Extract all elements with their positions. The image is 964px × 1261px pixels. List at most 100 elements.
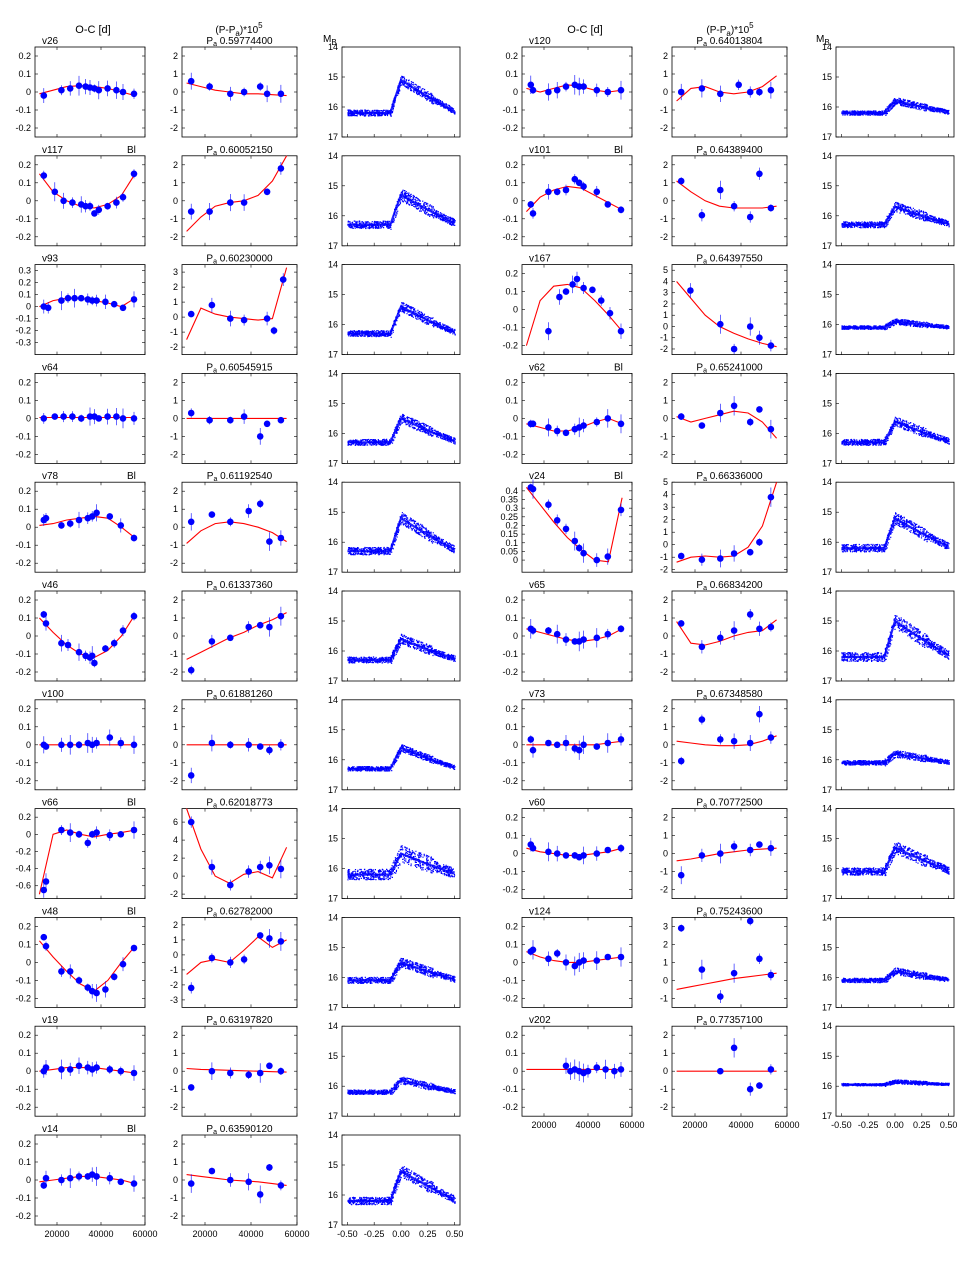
pp-point [245, 1178, 252, 1186]
pp-fit-curve [676, 281, 777, 348]
lc-xtick-label: -0.50 [831, 1120, 852, 1130]
oc-point [95, 206, 103, 214]
pp-point [245, 623, 252, 631]
pp-point [735, 81, 742, 89]
oc-ytick-label: 0.2 [505, 595, 518, 605]
oc-ytick-label: 0 [513, 957, 518, 967]
oc-point [60, 197, 67, 205]
oc-point [617, 625, 625, 633]
oc-point [42, 878, 50, 885]
lc-ytick-label: 17 [328, 785, 338, 795]
oc-point [51, 188, 59, 196]
oc-point [93, 1173, 100, 1180]
oc-ytick-label: 0.1 [505, 178, 518, 188]
pp-point [756, 710, 763, 718]
oc-ytick-label: -0.2 [15, 449, 31, 459]
pp-point [266, 623, 273, 631]
oc-point [617, 736, 625, 743]
pp-frame [671, 481, 788, 573]
lc-ytick-label: 15 [328, 834, 338, 844]
oc-point [562, 525, 570, 533]
oc-point [569, 281, 576, 288]
pp-ytick-label: 1 [173, 1048, 178, 1058]
pp-ytick-label: 6 [173, 817, 178, 827]
oc-point [562, 636, 570, 643]
pp-ytick-label: 0 [663, 631, 668, 641]
oc-ytick-label: 0.1 [18, 1048, 31, 1058]
pp-ytick-label: 2 [173, 486, 178, 496]
oc-ytick-label: -0.1 [502, 323, 518, 333]
pp-point [263, 90, 271, 98]
lc-ytick-label: 17 [822, 1002, 832, 1012]
mb-header-right: MB [816, 34, 830, 47]
pp-point [756, 625, 763, 633]
lc-ytick-label: 17 [328, 676, 338, 686]
pp-ytick-label: 0 [173, 312, 178, 322]
oc-point [575, 179, 583, 187]
pp-xtick-label: 20000 [682, 1120, 707, 1130]
pp-point [227, 1069, 234, 1077]
pp-fit-curve [676, 410, 778, 439]
pp-ytick-label: -2 [660, 776, 668, 786]
oc-ytick-label: -0.3 [15, 338, 31, 348]
lc-ytick-label: 16 [328, 864, 338, 874]
pp-ytick-label: 1 [173, 178, 178, 188]
pp-point [263, 420, 271, 428]
pp-point [717, 320, 724, 328]
oc-point [66, 520, 74, 527]
oc-ytick-label: 0.3 [18, 266, 31, 276]
oc-point [58, 741, 65, 749]
star-row-v93: -0.3 -0.2 -0.1 0 0.1 0.2 0.3 v93 -2 -1 0 1 2 3 Pa 0.60… [15, 254, 461, 360]
period-label: Pa 0.66834200 [696, 580, 763, 592]
pp-fit-curve [676, 735, 777, 747]
lc-ytick-label: 14 [328, 1130, 338, 1140]
lc-mean-curve [841, 1080, 949, 1086]
oc-point [553, 630, 561, 638]
lc-ytick-label: 16 [328, 1081, 338, 1091]
oc-ytick-label: 0.1 [505, 395, 518, 405]
oc-point [597, 297, 605, 304]
oc-ytick-label: -0.1 [502, 975, 518, 985]
pp-ytick-label: 2 [663, 51, 668, 61]
pp-ytick-label: -2 [170, 558, 178, 568]
oc-header-left: O-C [d] [75, 24, 110, 36]
oc-point [130, 944, 138, 952]
oc-ytick-label: 0.2 [505, 160, 518, 170]
pp-point [266, 1062, 273, 1070]
pp-point [756, 538, 763, 546]
pp-ytick-label: 0 [663, 413, 668, 423]
oc-point [604, 739, 612, 747]
lc-ytick-label: 15 [328, 398, 338, 408]
oc-point [604, 953, 612, 961]
pp-frame [181, 590, 298, 682]
oc-ytick-label: -0.1 [502, 431, 518, 441]
lc-ytick-label: 14 [822, 1021, 832, 1031]
oc-ytick-label: -0.2 [15, 667, 31, 677]
oc-point [66, 1066, 74, 1073]
pp-point [730, 402, 738, 410]
oc-point [40, 1182, 48, 1189]
lc-ytick-label: 15 [822, 398, 832, 408]
pp-ytick-label: 0 [173, 522, 178, 532]
oc-ytick-label: 0.2 [505, 377, 518, 387]
pp-ytick-label: -1 [660, 105, 668, 115]
oc-ytick-label: 0.2 [505, 1030, 518, 1040]
lc-ytick-label: 17 [328, 1002, 338, 1012]
oc-ytick-label: 0.2 [505, 520, 518, 530]
oc-point [529, 627, 537, 634]
pp-ytick-label: -1 [170, 758, 178, 768]
oc-point [130, 826, 138, 834]
oc-point [529, 420, 537, 428]
pp-point [187, 818, 195, 826]
pp-point [677, 88, 685, 96]
pp-ytick-label: 2 [173, 1030, 178, 1040]
pp-point [187, 518, 195, 526]
oc-point [617, 1066, 625, 1073]
oc-ytick-label: 0.2 [505, 813, 518, 823]
lc-ytick-label: 15 [328, 1160, 338, 1170]
pp-ytick-label: 1 [173, 935, 178, 945]
pp-point [767, 342, 775, 349]
oc-point [580, 636, 587, 643]
pp-ytick-label: 4 [173, 835, 178, 845]
pp-point [746, 917, 754, 925]
